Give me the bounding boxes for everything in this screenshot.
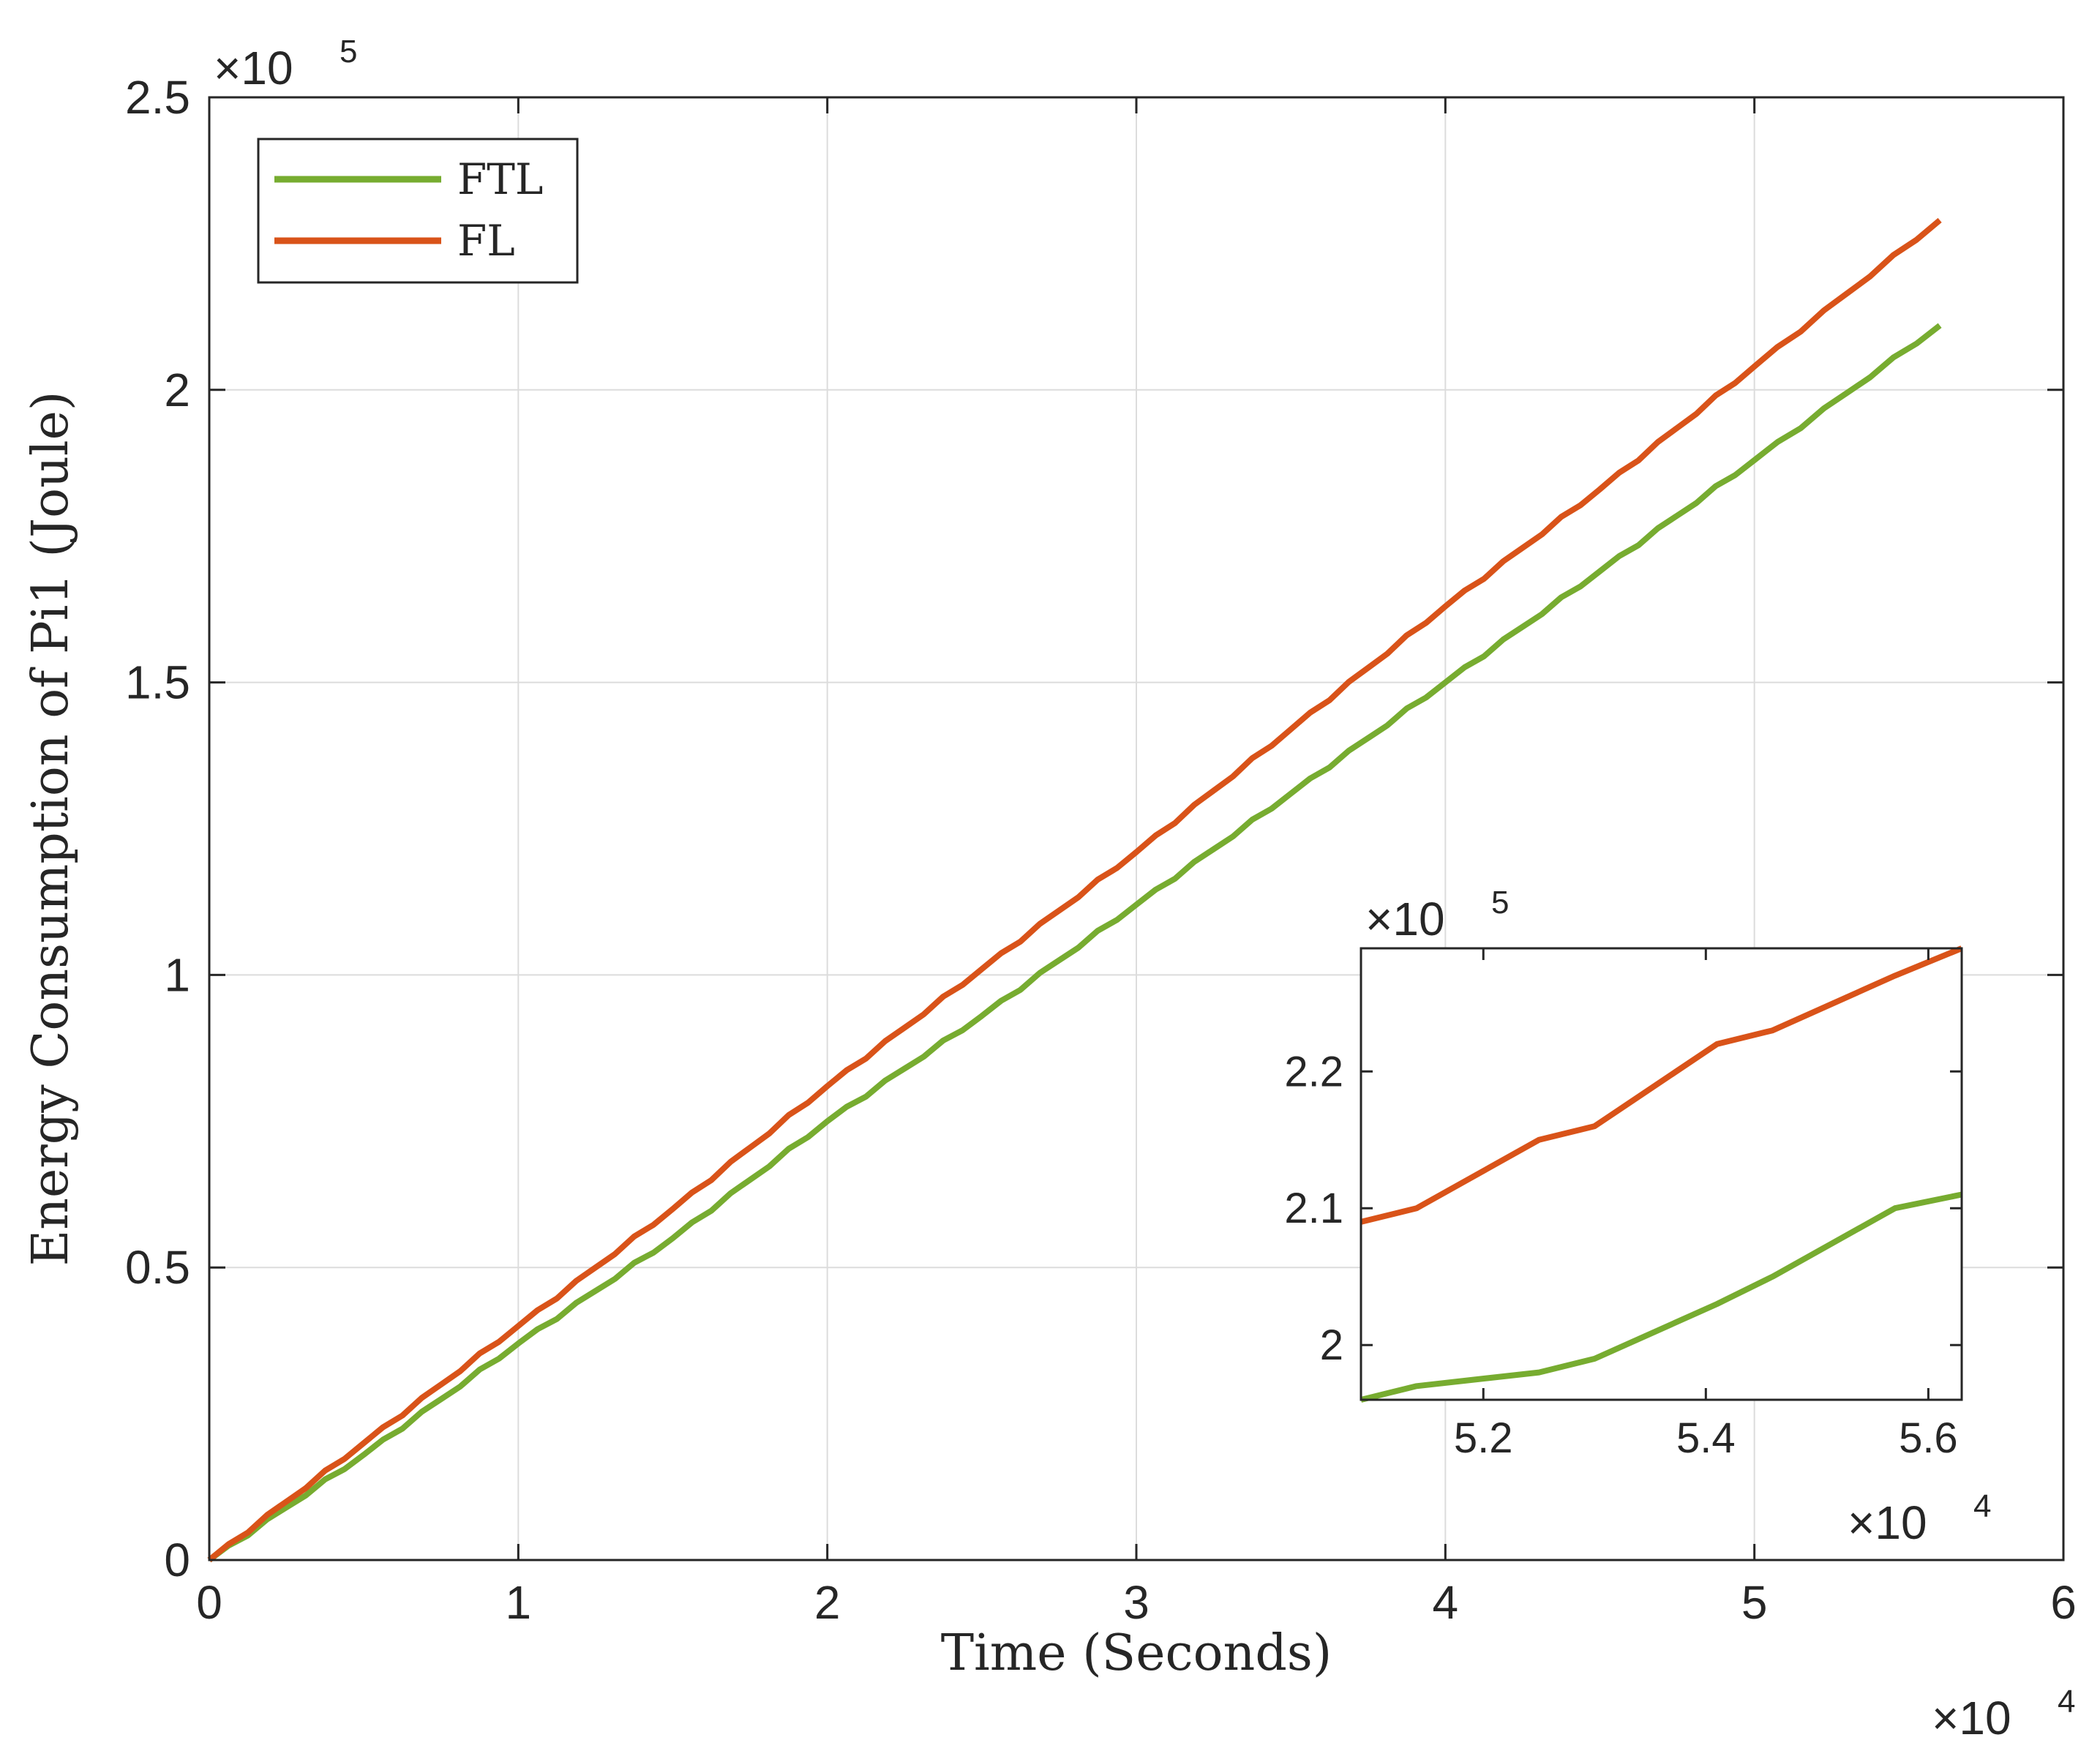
series-line-fl	[207, 217, 1942, 1563]
x-tick-label: 6	[2050, 1576, 2077, 1629]
inset-y-exponent: ×10 5	[1365, 885, 1509, 945]
x-tick-label: 1	[506, 1576, 532, 1629]
inset-background	[1361, 948, 1962, 1400]
main-y-exponent: ×10 5	[214, 34, 357, 94]
inset-y-tick-label: 2.2	[1284, 1048, 1343, 1095]
inset-ticks: 5.2 5.4 5.6 2 2.1 2.2	[1284, 948, 1962, 1462]
inset-x-tick-label: 5.4	[1676, 1414, 1736, 1462]
y-tick-label: 0	[164, 1534, 190, 1586]
y-tick-label: 2	[164, 364, 190, 416]
x-axis-title: Time (Seconds)	[941, 1624, 1332, 1682]
inset-y-tick-label: 2.1	[1284, 1185, 1343, 1232]
main-x-exponent-value: 4	[2058, 1684, 2075, 1720]
main-series-layer	[207, 217, 1942, 1563]
x-tick-label: 2	[814, 1576, 841, 1629]
inset-series-line-ftl	[1360, 1191, 1962, 1403]
y-tick-label: 1	[164, 948, 190, 1001]
legend: FTL FL	[257, 138, 579, 284]
x-tick-label: 0	[196, 1576, 222, 1629]
main-y-multiplier: ×10	[214, 42, 293, 94]
main-ticks: 0 1 2 3 4 5 6 0 0.5 1 1.5 2 2.5	[125, 71, 2077, 1629]
inset-x-multiplier: ×10	[1848, 1496, 1927, 1549]
y-tick-label: 1.5	[125, 656, 190, 709]
inset-x-exponent: ×10 4	[1848, 1488, 1991, 1549]
main-x-exponent: ×10 4	[1932, 1684, 2075, 1744]
legend-label-ftl: FTL	[457, 154, 543, 204]
inset-y-tick-label: 2	[1320, 1321, 1343, 1369]
main-y-exponent-value: 5	[340, 34, 357, 70]
inset-y-exponent-value: 5	[1491, 885, 1509, 921]
inset-x-tick-label: 5.6	[1899, 1414, 1958, 1462]
series-line-ftl	[207, 323, 1942, 1563]
legend-label-fl: FL	[457, 216, 515, 266]
main-x-multiplier: ×10	[1932, 1692, 2011, 1744]
inset-series-line-fl	[1360, 945, 1963, 1225]
y-tick-label: 0.5	[125, 1241, 190, 1294]
inset-y-multiplier: ×10	[1365, 893, 1445, 945]
x-tick-label: 3	[1123, 1576, 1150, 1629]
y-axis-title: Energy Consumption of Pi1 (Joule)	[22, 391, 80, 1267]
inset-x-tick-label: 5.2	[1454, 1414, 1513, 1462]
inset-series-layer	[1360, 945, 1963, 1403]
x-tick-label: 4	[1433, 1576, 1459, 1629]
inset-plot-frame	[1360, 947, 1963, 1401]
y-tick-label: 2.5	[125, 71, 190, 124]
x-tick-label: 5	[1741, 1576, 1768, 1629]
inset-x-exponent-value: 4	[1973, 1488, 1991, 1524]
inset-chart: 5.2 5.4 5.6 2 2.1 2.2 ×10 5 ×10 4	[1284, 885, 1991, 1549]
legend-box	[257, 138, 579, 284]
